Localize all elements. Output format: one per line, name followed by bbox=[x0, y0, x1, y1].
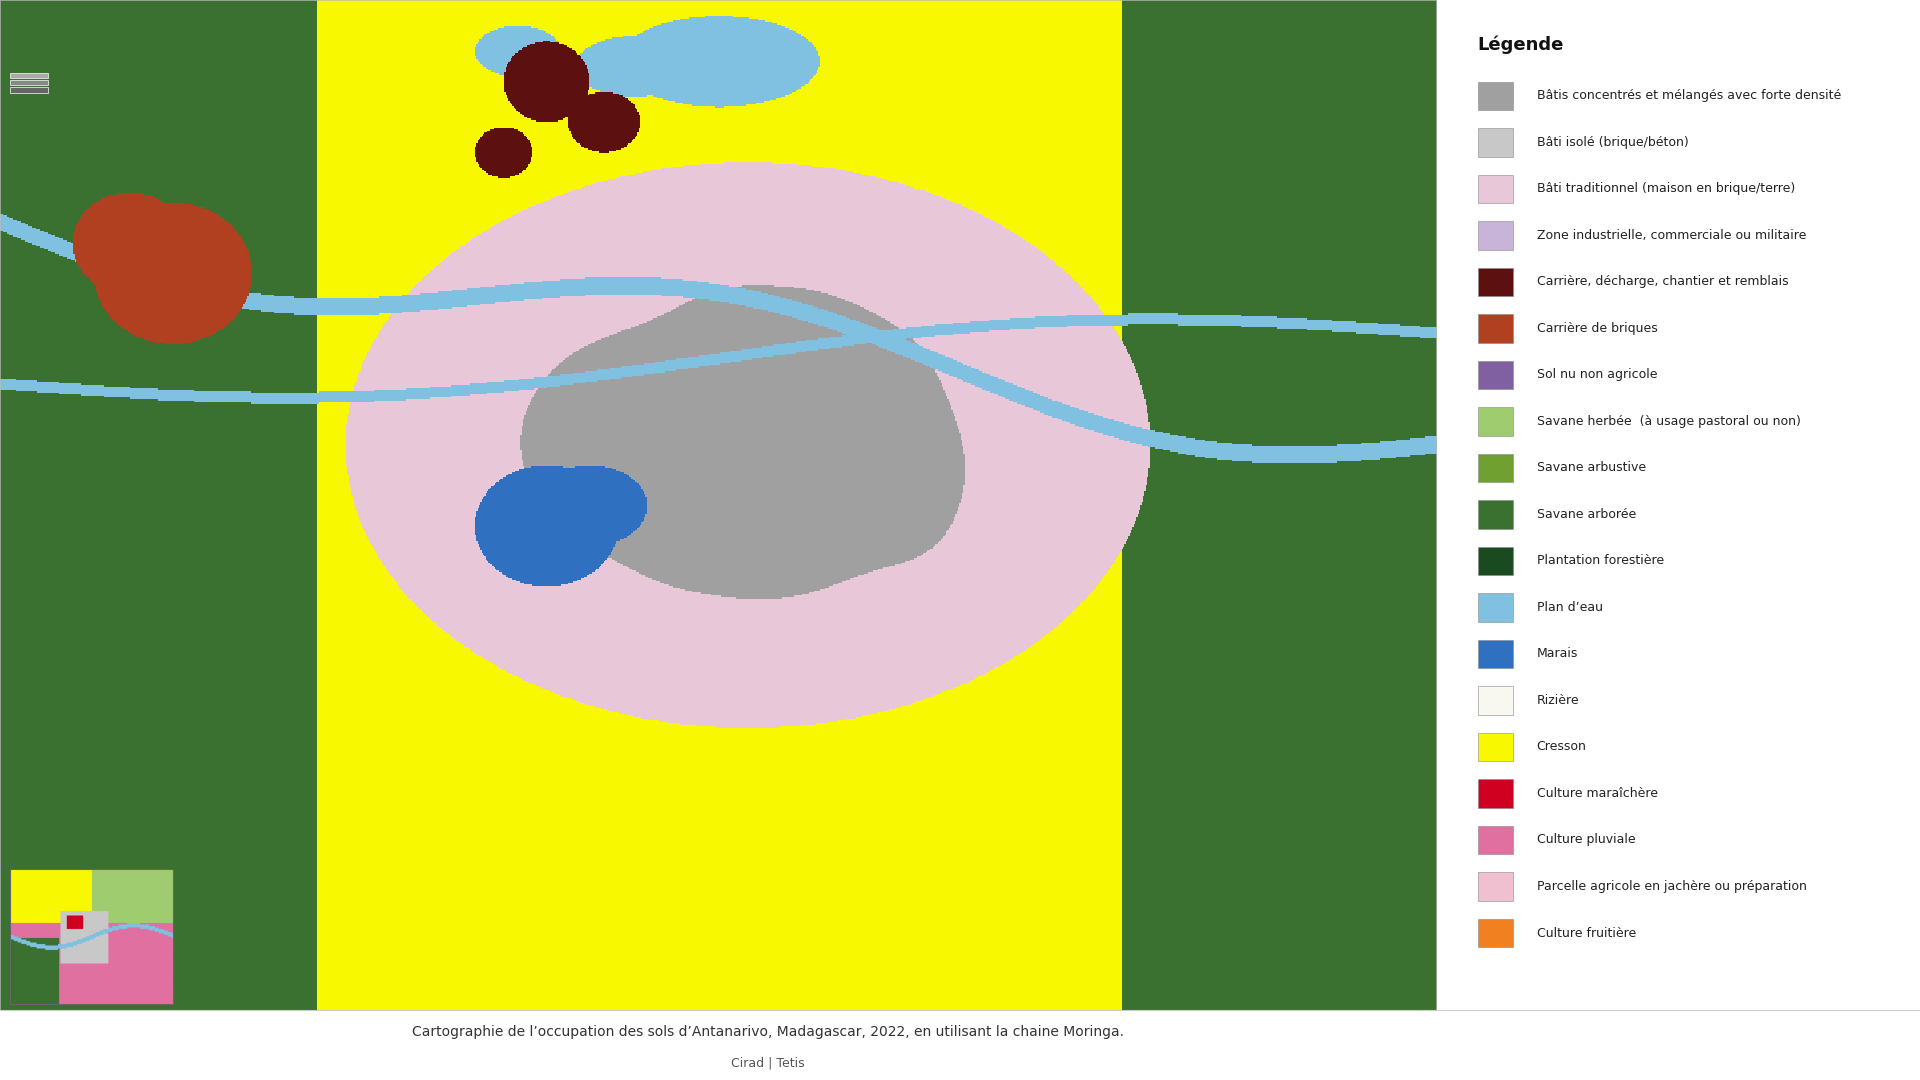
Text: Savane arbustive: Savane arbustive bbox=[1536, 461, 1645, 474]
Text: Savane herbée  (à usage pastoral ou non): Savane herbée (à usage pastoral ou non) bbox=[1536, 415, 1801, 428]
Bar bbox=[1478, 314, 1513, 342]
Text: Cartographie de l’occupation des sols d’Antanarivo, Madagascar, 2022, en utilisa: Cartographie de l’occupation des sols d’… bbox=[413, 1025, 1123, 1039]
Bar bbox=[1478, 873, 1513, 901]
Bar bbox=[1478, 454, 1513, 482]
Bar bbox=[1478, 268, 1513, 296]
Bar bbox=[1478, 175, 1513, 203]
Text: Bâti isolé (brique/béton): Bâti isolé (brique/béton) bbox=[1536, 136, 1688, 149]
Bar bbox=[1478, 687, 1513, 715]
Bar bbox=[1478, 593, 1513, 622]
Text: Carrière, décharge, chantier et remblais: Carrière, décharge, chantier et remblais bbox=[1536, 275, 1788, 288]
Text: Culture pluviale: Culture pluviale bbox=[1536, 834, 1636, 847]
Text: Bâtis concentrés et mélangés avec forte densité: Bâtis concentrés et mélangés avec forte … bbox=[1536, 90, 1841, 103]
Bar bbox=[10, 87, 48, 93]
Text: Culture maraîchère: Culture maraîchère bbox=[1536, 787, 1657, 800]
Bar bbox=[1478, 407, 1513, 435]
Text: Cresson: Cresson bbox=[1536, 741, 1586, 754]
Bar bbox=[1478, 733, 1513, 761]
Text: Marais: Marais bbox=[1536, 648, 1578, 661]
Bar bbox=[1478, 361, 1513, 389]
Bar bbox=[1478, 919, 1513, 947]
Text: Zone industrielle, commerciale ou militaire: Zone industrielle, commerciale ou milita… bbox=[1536, 229, 1807, 242]
Text: Culture fruitière: Culture fruitière bbox=[1536, 927, 1636, 940]
Text: Rizière: Rizière bbox=[1536, 694, 1580, 707]
Text: Carrière de briques: Carrière de briques bbox=[1536, 322, 1657, 335]
Bar bbox=[1478, 500, 1513, 528]
Bar bbox=[1478, 546, 1513, 576]
Text: Parcelle agricole en jachère ou préparation: Parcelle agricole en jachère ou préparat… bbox=[1536, 880, 1807, 893]
Text: Cirad | Tetis: Cirad | Tetis bbox=[732, 1056, 804, 1069]
Bar bbox=[1478, 826, 1513, 854]
Text: Légende: Légende bbox=[1478, 36, 1565, 54]
Bar bbox=[10, 72, 48, 78]
Text: Bâti traditionnel (maison en brique/terre): Bâti traditionnel (maison en brique/terr… bbox=[1536, 183, 1795, 195]
Text: Plan d’eau: Plan d’eau bbox=[1536, 600, 1603, 613]
Bar bbox=[1478, 129, 1513, 157]
Text: Sol nu non agricole: Sol nu non agricole bbox=[1536, 368, 1657, 381]
Text: Plantation forestière: Plantation forestière bbox=[1536, 554, 1665, 567]
Text: Savane arborée: Savane arborée bbox=[1536, 508, 1636, 521]
Bar bbox=[10, 80, 48, 85]
Bar bbox=[1478, 82, 1513, 110]
Bar bbox=[1478, 780, 1513, 808]
Bar bbox=[1478, 221, 1513, 249]
Bar bbox=[1478, 639, 1513, 669]
